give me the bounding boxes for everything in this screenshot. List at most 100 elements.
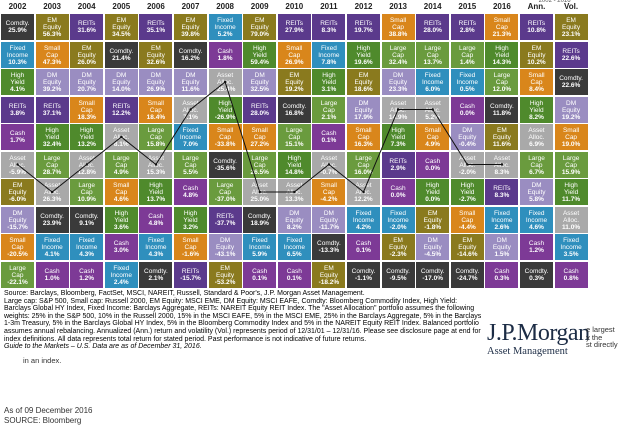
cell-2005-reits: REITs 12.2% [104, 96, 138, 123]
cell-asset-label: Fixed Income [214, 17, 236, 31]
cell-asset-label: Cash [321, 130, 337, 137]
cell-return-value: 11.8% [492, 109, 511, 117]
cell-2016-small-cap: Small Cap 21.3% [485, 14, 519, 40]
cell-return-value: 22.6% [561, 54, 581, 62]
cell-asset-label: Comdty. [109, 47, 134, 55]
cell-2009-large-cap: Large Cap 26.5% [243, 151, 277, 178]
cell-asset-label: Asset Alloc. [286, 182, 303, 196]
cell-return-value: 15.9% [561, 168, 581, 176]
cell-return-value: 7.8% [321, 58, 337, 66]
cell-return-value: 11.7% [562, 196, 581, 203]
cell-2002-asset-alloc: Asset Alloc. -5.9% [1, 151, 34, 178]
cell-return-value: 16.8% [285, 109, 304, 117]
cell-asset-label: EM Equity [216, 264, 235, 279]
cell-return-value: 14.0% [112, 86, 131, 93]
cell-return-value: -24.7% [456, 274, 478, 282]
cell-asset-label: EM Equity [181, 17, 200, 31]
cell-return-value: 2.8% [459, 27, 475, 34]
cell-2003-small-cap: Small Cap 47.3% [35, 41, 69, 68]
cell-2009-reits: REITs 28.0% [243, 96, 277, 123]
cell-2004-small-cap: Small Cap 18.3% [70, 96, 104, 123]
cell-asset-label: Comdty. [351, 267, 376, 275]
cell-return-value: 2.4% [113, 278, 129, 286]
cell-2008-small-cap: Small Cap -33.8% [208, 124, 242, 150]
cell-return-value: 1.2% [529, 247, 544, 254]
cell-2012-reits: REITs 19.7% [347, 14, 380, 40]
as-of-date: As of 09 December 2016 [4, 406, 93, 415]
cell-return-value: -9.5% [389, 274, 407, 282]
cell-2004-reits: REITs 31.6% [70, 14, 104, 40]
cell-asset-label: REITs [562, 47, 580, 55]
cell-return-value: 14.3% [492, 58, 512, 66]
cell-return-value: 8.3% [494, 192, 510, 199]
cell-return-value: 4.9% [113, 168, 129, 176]
cell-return-value: 10.2% [527, 58, 546, 66]
cell-return-value: 4.6% [529, 223, 544, 231]
cell-return-value: 13.3% [285, 196, 304, 203]
cell-2010-large-cap: Large Cap 15.1% [277, 124, 311, 150]
cell-2012-em-equity: EM Equity 18.6% [347, 69, 380, 95]
cell-2003-fixed-income: Fixed Income 4.1% [35, 234, 69, 260]
cell-return-value: 11.6% [181, 86, 200, 93]
cell-2008-dm-equity: DM Equity -43.1% [208, 234, 242, 260]
cell-asset-label: Small Cap [528, 72, 545, 86]
cell-return-value: 10.3% [8, 58, 27, 66]
cell-asset-label: Fixed Income [76, 237, 98, 251]
cell-2003-comdty: Comdty. 23.9% [35, 206, 69, 233]
cell-asset-label: Fixed Income [145, 237, 167, 251]
cell-2015-dm-equity: DM Equity -0.4% [450, 124, 484, 150]
cell-return-value: 22.6% [561, 82, 581, 89]
cell-2007-large-cap: Large Cap 5.5% [174, 151, 207, 178]
cell-2014-em-equity: EM Equity -1.8% [416, 206, 450, 233]
cell-ann-dm-equity: DM Equity 5.8% [520, 179, 553, 205]
cell-asset-label: EM Equity [389, 237, 408, 251]
cell-asset-label: DM Equity [250, 72, 269, 86]
cell-2011-comdty: Comdty. -13.3% [312, 234, 346, 260]
cell-return-value: 28.7% [42, 168, 62, 176]
cell-asset-label: Large Cap [320, 99, 338, 114]
cell-asset-label: Comdty. [524, 267, 549, 275]
cell-asset-label: DM Equity [181, 72, 200, 86]
cell-return-value: -37.7% [214, 219, 236, 227]
cell-return-value: -13.3% [318, 247, 340, 254]
cell-asset-label: DM Equity [319, 209, 338, 224]
cell-asset-label: Asset Alloc. [320, 154, 338, 169]
cell-return-value: -4.2% [320, 196, 338, 203]
cell-2007-em-equity: EM Equity 39.8% [174, 14, 207, 40]
cell-2008-em-equity: EM Equity -53.2% [208, 261, 242, 288]
cell-return-value: 0.8% [563, 274, 579, 282]
cell-2016-comdty: Comdty. 11.8% [485, 96, 519, 123]
cell-return-value: 2.1% [321, 113, 337, 121]
cell-return-value: 26.5% [250, 168, 269, 176]
cell-2002-em-equity: EM Equity -6.0% [1, 179, 34, 205]
cell-return-value: 32.6% [146, 58, 166, 66]
cell-return-value: 15.3% [146, 168, 166, 176]
cell-asset-label: REITs [493, 185, 511, 192]
cell-2006-small-cap: Small Cap 18.4% [139, 96, 173, 123]
cell-2009-small-cap: Small Cap 27.2% [243, 124, 277, 150]
periodic-table-chart: 2002 - 2016 2002 Comdty. 25.9% Fixed Income 1… [1, 0, 588, 288]
cell-2006-cash: Cash 4.8% [139, 206, 173, 233]
column-header-2006: 2006 [146, 2, 165, 11]
cell-return-value: -1.8% [424, 223, 442, 231]
cell-2015-large-cap: Large Cap 1.4% [450, 41, 484, 68]
cell-asset-label: Fixed Income [283, 237, 305, 251]
cell-return-value: 11.0% [562, 223, 581, 231]
cell-return-value: 3.2% [183, 223, 198, 231]
cell-return-value: -18.2% [318, 278, 340, 286]
cell-2007-reits: REITs -15.7% [174, 261, 207, 288]
cell-return-value: 4.1% [10, 86, 25, 93]
cell-return-value: -43.1% [214, 251, 236, 258]
cell-return-value: 19.2% [561, 113, 581, 121]
cell-2011-fixed-income: Fixed Income 7.8% [312, 41, 346, 68]
cell-asset-label: Cash [9, 130, 26, 137]
cell-asset-label: Fixed Income [456, 72, 478, 86]
cell-return-value: 20.7% [77, 86, 96, 93]
cell-asset-label: Asset Alloc. [355, 182, 372, 196]
cell-return-value: -0.4% [458, 141, 476, 148]
cell-return-value: 4.6% [113, 196, 129, 203]
cell-2010-dm-equity: DM Equity 8.2% [277, 206, 311, 233]
cell-asset-label: DM Equity [216, 237, 235, 251]
cell-return-value: 1.2% [79, 274, 95, 282]
cell-asset-label: High Yield [10, 72, 25, 86]
